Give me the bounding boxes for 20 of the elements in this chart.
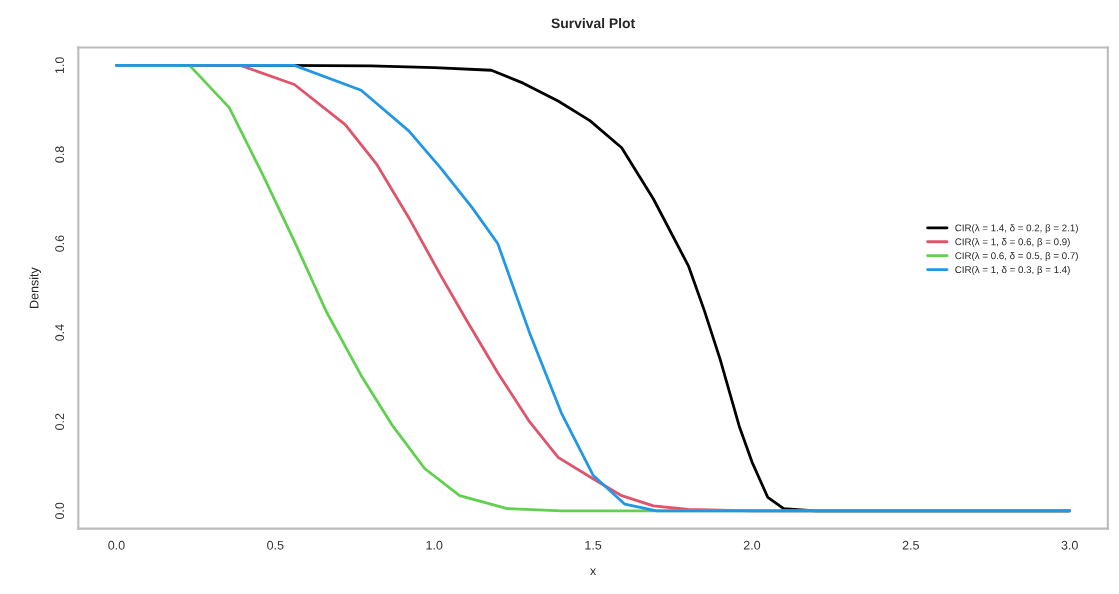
y-tick-label: 0.8 (55, 146, 65, 163)
legend-label: CIR(λ = 0.6, δ = 0.5, β = 0.7) (955, 252, 1078, 262)
legend-label: CIR(λ = 1, δ = 0.6, β = 0.9) (955, 238, 1070, 248)
y-axis-title: Density (29, 267, 41, 308)
x-tick-label: 1.0 (426, 540, 443, 550)
y-tick-label: 0.2 (55, 413, 65, 430)
chart-title: Survival Plot (551, 18, 635, 29)
y-tick-label: 0.0 (55, 502, 65, 520)
y-tick-label: 0.4 (55, 324, 65, 341)
y-tick-label: 0.6 (55, 235, 65, 252)
x-axis-title: x (590, 568, 597, 576)
x-tick-label: 3.0 (1061, 540, 1078, 550)
x-tick-label: 0.0 (108, 540, 125, 550)
x-tick-label: 2.0 (743, 540, 761, 550)
x-tick-label: 1.5 (585, 540, 602, 550)
y-tick-label: 1.0 (55, 57, 65, 74)
legend-label: CIR(λ = 1.4, δ = 0.2, β = 2.1) (955, 224, 1078, 234)
legend-label: CIR(λ = 1, δ = 0.3, β = 1.4) (955, 265, 1070, 276)
x-tick-label: 2.5 (902, 540, 919, 550)
x-tick-label: 0.5 (267, 540, 284, 550)
